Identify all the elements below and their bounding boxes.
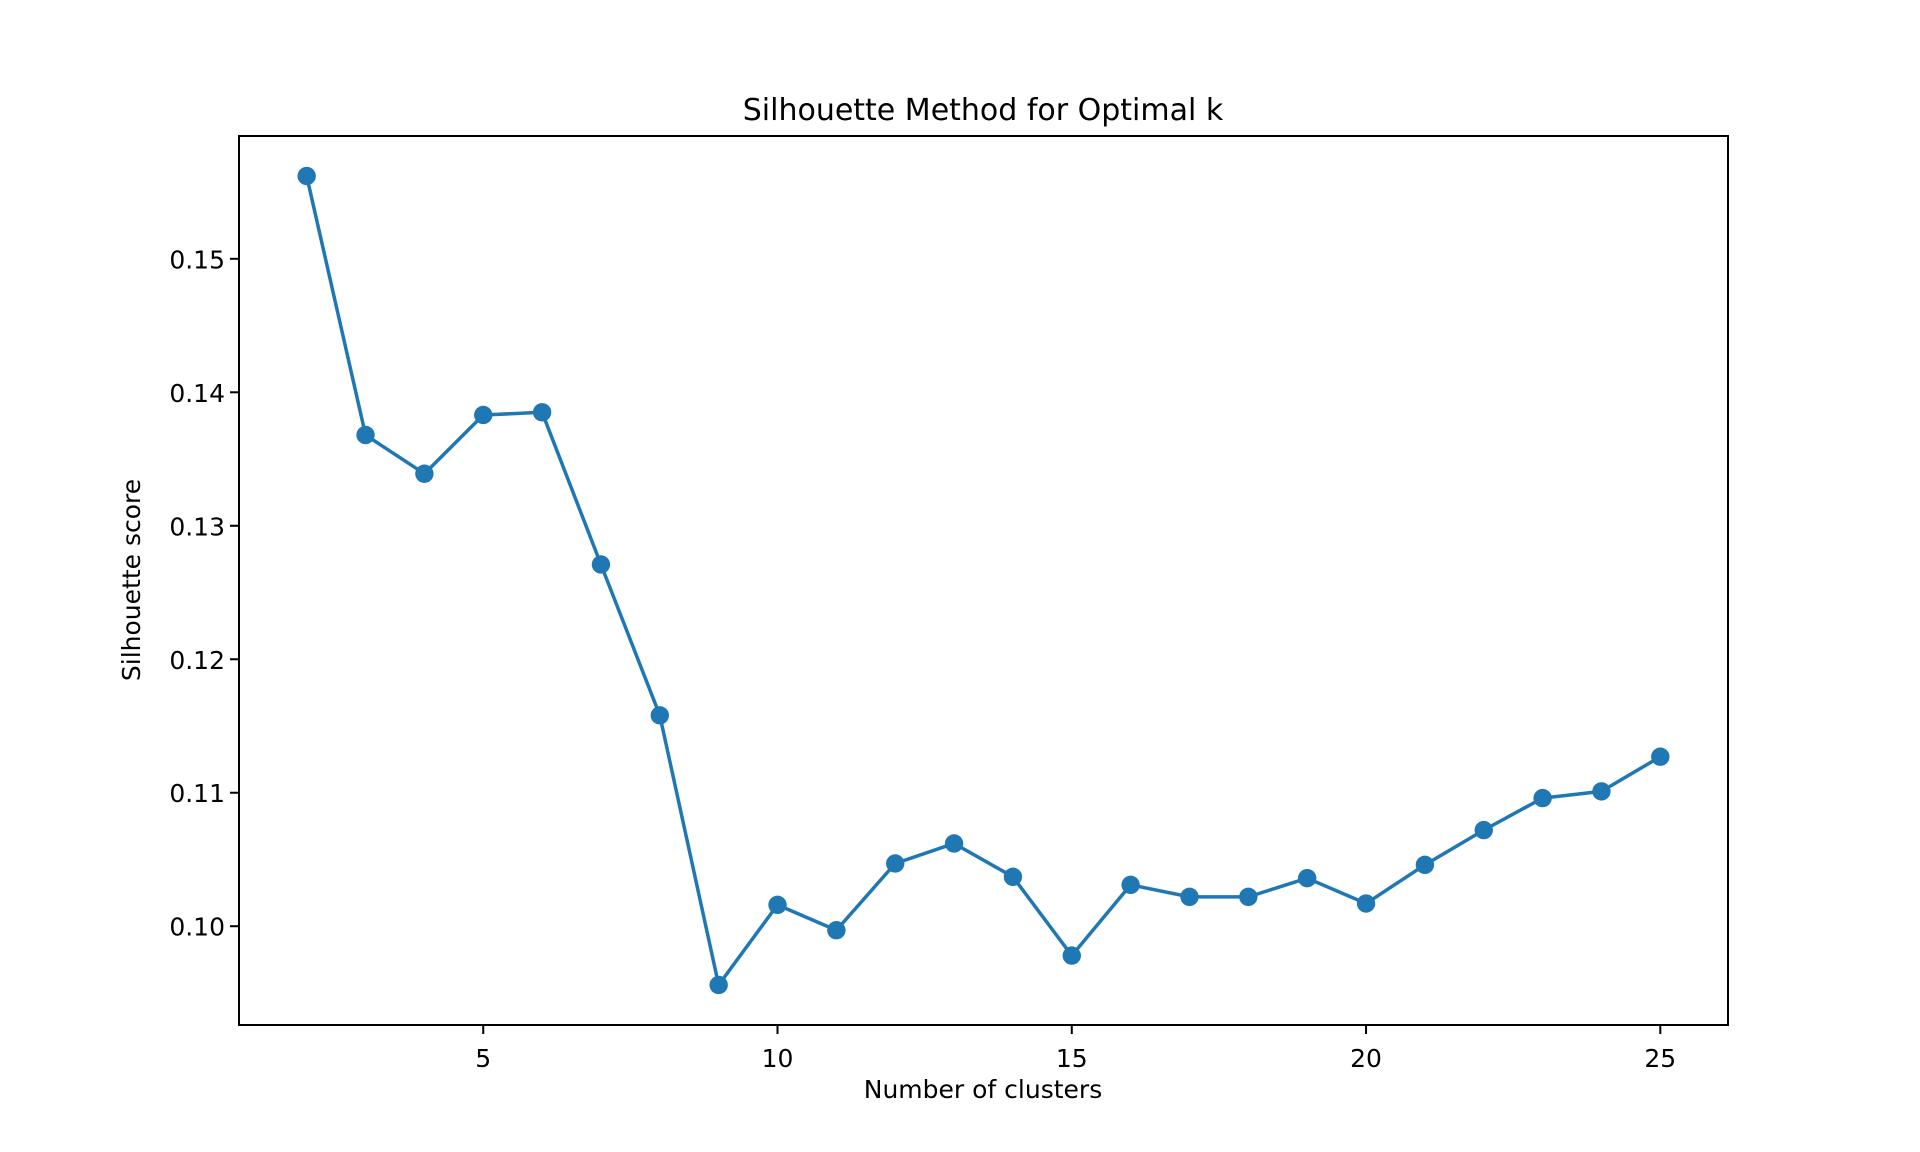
data-point [1415,855,1435,875]
data-point [415,464,434,483]
y-tick-label: 0.11 [169,779,225,808]
y-tick-label: 0.15 [169,245,225,274]
data-point [650,706,669,725]
x-tick-label: 5 [475,1044,491,1073]
data-point [1533,788,1552,808]
data-point [1062,946,1081,965]
data-point [474,405,493,425]
chart-title: Silhouette Method for Optimal k [743,93,1224,128]
data-series [297,166,1670,995]
x-tick-label: 10 [762,1044,794,1073]
y-tick-label: 0.10 [169,913,225,942]
data-point [297,166,316,186]
x-axis-ticks: 5 10 15 20 25 [475,1025,1676,1073]
data-point [532,403,552,422]
y-axis-label: Silhouette score [117,479,146,681]
y-tick-label: 0.14 [169,379,225,408]
y-axis-ticks: 0.10 0.11 0.12 0.13 0.14 0.15 [169,245,239,942]
axes-spines [238,135,1729,1026]
data-point [591,555,611,574]
x-tick-label: 15 [1056,1044,1088,1073]
data-point [886,854,905,873]
data-point [768,895,787,915]
data-point [827,921,846,940]
data-point [1239,887,1258,907]
data-point [1121,875,1140,895]
y-tick-label: 0.12 [169,646,225,675]
data-point [709,975,728,995]
data-point [1592,782,1611,801]
x-tick-label: 25 [1644,1044,1676,1073]
data-point [1298,868,1317,888]
y-tick-label: 0.13 [169,512,225,541]
data-point [944,834,964,853]
series-line [304,174,1663,987]
plot-frame [238,135,1729,1026]
data-point [1474,820,1493,840]
x-axis-label: Number of clusters [864,1075,1102,1104]
data-point [1651,747,1670,766]
data-point [1180,887,1199,907]
data-point [356,425,375,445]
data-point [1003,867,1023,887]
x-tick-label: 20 [1350,1044,1382,1073]
data-point [1356,894,1376,913]
